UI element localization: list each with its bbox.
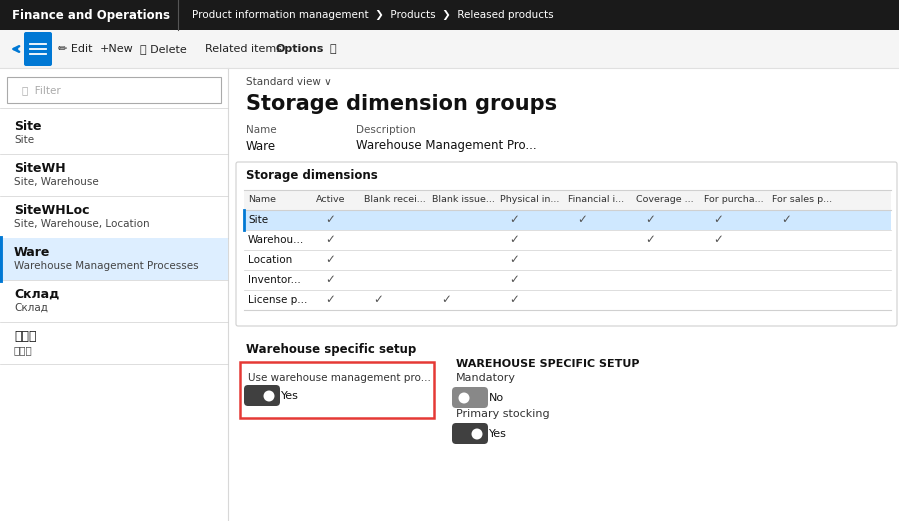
Text: For purcha...: For purcha... [704,195,763,205]
Text: Blank recei...: Blank recei... [364,195,426,205]
Text: ✓: ✓ [509,214,519,227]
Text: ✓: ✓ [781,214,791,227]
Circle shape [471,428,483,440]
Text: Site, Warehouse: Site, Warehouse [14,177,99,187]
Text: ✓: ✓ [509,254,519,267]
Text: Related items: Related items [205,44,282,54]
Bar [0,0,899,30]
FancyBboxPatch shape [452,387,488,408]
Text: Site: Site [14,119,41,132]
Bar [0,238,228,280]
Text: ✓: ✓ [325,254,335,267]
Text: ✓: ✓ [645,233,655,246]
Text: Primary stocking: Primary stocking [456,409,549,419]
Text: For sales p...: For sales p... [772,195,832,205]
Text: Mandatory: Mandatory [456,373,516,383]
Text: Склад: Склад [14,288,59,301]
Text: Warehouse Management Pro...: Warehouse Management Pro... [356,140,537,153]
Circle shape [263,391,274,402]
Text: Standard view ∨: Standard view ∨ [246,77,332,87]
Text: ✓: ✓ [325,214,335,227]
Text: Blank issue...: Blank issue... [432,195,494,205]
Text: Warehouse specific setup: Warehouse specific setup [246,343,416,356]
Text: Site: Site [248,215,268,225]
Text: ⌕  Filter: ⌕ Filter [22,85,61,95]
FancyBboxPatch shape [24,32,52,66]
Text: Options: Options [275,44,324,54]
Text: ✓: ✓ [645,214,655,227]
Text: Finance and Operations: Finance and Operations [12,8,170,21]
FancyBboxPatch shape [452,423,488,444]
Text: ✓: ✓ [713,214,723,227]
FancyBboxPatch shape [240,362,434,418]
Text: SiteWHLoc: SiteWHLoc [14,204,90,217]
Text: サイト: サイト [14,329,37,342]
Text: Ware: Ware [246,140,276,153]
Text: Physical in...: Physical in... [500,195,559,205]
Text: サイト: サイト [14,345,32,355]
Text: License p...: License p... [248,295,307,305]
Bar [0,68,228,521]
FancyBboxPatch shape [236,162,897,326]
Bar [0,30,899,68]
Text: +New: +New [100,44,134,54]
Text: Product information management  ❯  Products  ❯  Released products: Product information management ❯ Product… [192,10,554,20]
Text: ✓: ✓ [577,214,587,227]
Text: Financial i...: Financial i... [568,195,624,205]
Text: Yes: Yes [489,429,507,439]
Bar [244,210,891,230]
Text: Coverage ...: Coverage ... [636,195,694,205]
Text: Site, Warehouse, Location: Site, Warehouse, Location [14,219,149,229]
Text: WAREHOUSE SPECIFIC SETUP: WAREHOUSE SPECIFIC SETUP [456,359,639,369]
Text: ✓: ✓ [509,233,519,246]
Text: SiteWH: SiteWH [14,162,66,175]
Text: ⌕: ⌕ [330,44,336,54]
Bar [228,68,899,521]
Text: Yes: Yes [281,391,298,401]
Text: Site: Site [14,135,34,145]
Text: No: No [489,393,504,403]
Text: Name: Name [248,195,276,205]
Text: Name: Name [246,125,277,135]
Text: Ware: Ware [14,245,50,258]
Text: Storage dimension groups: Storage dimension groups [246,94,557,114]
Text: ✓: ✓ [713,233,723,246]
Text: ✏ Edit: ✏ Edit [58,44,93,54]
Text: Storage dimensions: Storage dimensions [246,169,378,182]
Text: Description: Description [356,125,415,135]
Circle shape [458,392,469,403]
Text: ✓: ✓ [325,233,335,246]
Text: ✓: ✓ [373,293,383,306]
Text: Location: Location [248,255,292,265]
Text: Use warehouse management pro...: Use warehouse management pro... [248,373,431,383]
Text: ✓: ✓ [325,274,335,287]
Text: Active: Active [316,195,345,205]
Text: ✓: ✓ [509,293,519,306]
Text: 🗑 Delete: 🗑 Delete [140,44,187,54]
Bar [228,68,899,521]
Text: ✓: ✓ [325,293,335,306]
Text: Inventor...: Inventor... [248,275,301,285]
Text: Warehou...: Warehou... [248,235,304,245]
FancyBboxPatch shape [244,385,280,406]
Text: ✓: ✓ [509,274,519,287]
Text: Склад: Склад [14,303,48,313]
Text: Warehouse Management Processes: Warehouse Management Processes [14,261,199,271]
Bar [244,190,891,210]
FancyBboxPatch shape [7,77,221,103]
Text: ✓: ✓ [441,293,451,306]
